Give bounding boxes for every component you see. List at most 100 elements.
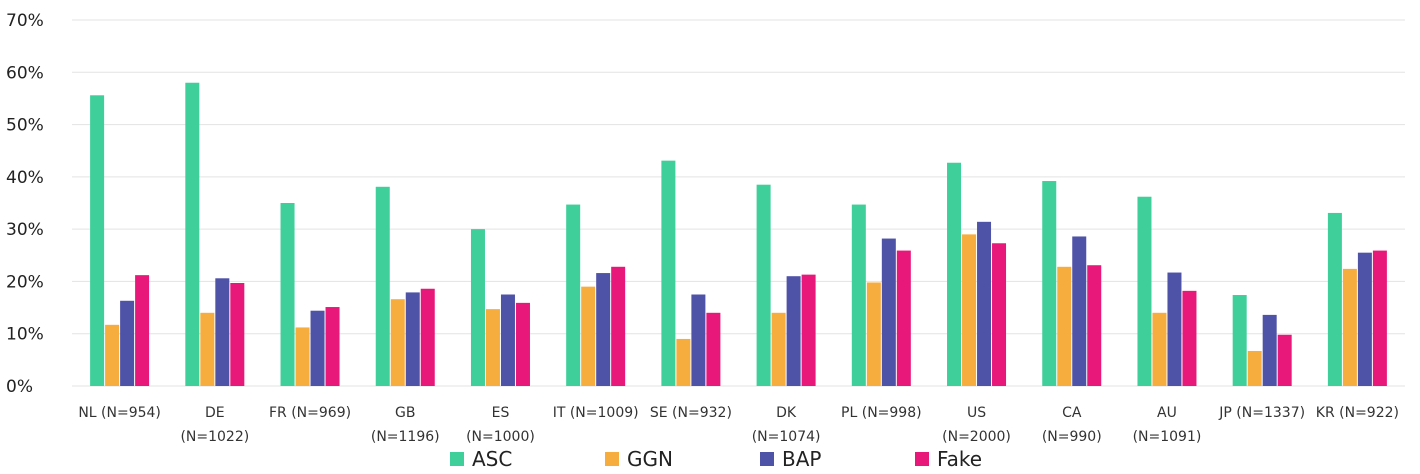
bar-fake — [135, 275, 150, 386]
bar-bap — [1262, 314, 1277, 386]
bar-ggn — [771, 312, 786, 386]
y-axis-tick-labels: 0% 10% 20% 30% 40% 50% 60% 70% — [6, 11, 44, 397]
bar-asc — [280, 203, 295, 386]
bar-bap — [310, 310, 325, 386]
bar-fake — [1087, 265, 1102, 386]
bar-asc — [661, 160, 676, 386]
bar-bap — [881, 238, 896, 386]
bar-fake — [611, 266, 626, 386]
bar-bap — [1357, 252, 1372, 386]
bar-fake — [801, 274, 816, 386]
bars — [90, 82, 1387, 386]
x-tick-label: (N=990) — [1042, 429, 1102, 445]
bar-fake — [896, 250, 911, 386]
bar-asc — [375, 186, 390, 386]
bar-ggn — [1152, 312, 1167, 386]
y-tick-label: 20% — [6, 272, 44, 292]
bar-asc — [90, 95, 105, 386]
y-tick-label: 70% — [6, 11, 44, 31]
bar-ggn — [676, 338, 691, 386]
x-tick-label: DK — [776, 405, 797, 421]
bar-bap — [405, 292, 420, 386]
x-tick-label: AU — [1157, 405, 1177, 421]
bar-fake — [325, 307, 340, 386]
bar-asc — [851, 204, 866, 386]
y-tick-label: 30% — [6, 220, 44, 240]
legend-swatch — [915, 452, 929, 466]
bar-ggn — [295, 327, 310, 386]
x-axis-tick-labels: NL (N=954) DE (N=1022) FR (N=969) GB (N=1196)… — [78, 405, 1399, 445]
legend-swatch — [605, 452, 619, 466]
bar-bap — [120, 300, 135, 386]
bar-fake — [706, 312, 721, 386]
y-tick-label: 60% — [6, 63, 44, 83]
legend-label: Fake — [937, 447, 982, 471]
bar-bap — [500, 294, 515, 386]
x-tick-label: GB — [395, 405, 415, 421]
bar-ggn — [390, 299, 405, 386]
bar-ggn — [866, 282, 881, 386]
bar-ggn — [105, 324, 120, 386]
bar-asc — [470, 229, 485, 386]
bar-bap — [596, 273, 611, 386]
bar-ggn — [200, 312, 215, 386]
bar-fake — [992, 243, 1007, 386]
x-tick-label: (N=1000) — [466, 429, 535, 445]
bar-asc — [566, 204, 581, 386]
x-tick-label: DE — [205, 405, 225, 421]
x-tick-label: JP (N=1337) — [1218, 405, 1305, 421]
bar-asc — [185, 82, 200, 386]
bar-bap — [215, 278, 230, 386]
x-tick-label: (N=1074) — [752, 429, 821, 445]
legend-swatch — [760, 452, 774, 466]
legend-label: BAP — [782, 447, 821, 471]
legend-swatch — [450, 452, 464, 466]
x-tick-label: IT (N=1009) — [553, 405, 639, 421]
bar-ggn — [485, 309, 500, 386]
bar-fake — [1182, 290, 1197, 386]
bar-bap — [1167, 272, 1182, 386]
bar-ggn — [1342, 268, 1357, 386]
x-tick-label: NL (N=954) — [78, 405, 161, 421]
y-tick-label: 40% — [6, 168, 44, 188]
bar-ggn — [1057, 266, 1072, 386]
x-tick-label: ES — [492, 405, 510, 421]
bar-asc — [1137, 196, 1152, 386]
bar-ggn — [581, 286, 596, 386]
x-tick-label: FR (N=969) — [269, 405, 351, 421]
bar-asc — [756, 184, 771, 386]
bar-asc — [947, 162, 962, 386]
x-tick-label: PL (N=998) — [841, 405, 922, 421]
bar-ggn — [1247, 350, 1262, 386]
y-tick-label: 50% — [6, 116, 44, 136]
x-tick-label: SE (N=932) — [650, 405, 732, 421]
legend-label: ASC — [472, 447, 512, 471]
bar-fake — [420, 288, 435, 386]
x-tick-label: (N=1091) — [1133, 429, 1202, 445]
bar-fake — [1372, 250, 1387, 386]
bar-bap — [977, 221, 992, 386]
bar-fake — [230, 282, 245, 386]
x-tick-label: US — [967, 405, 986, 421]
bar-bap — [786, 276, 801, 386]
bar-fake — [515, 302, 530, 386]
bar-bap — [1072, 236, 1087, 386]
x-tick-label: (N=2000) — [942, 429, 1011, 445]
x-tick-label: KR (N=922) — [1316, 405, 1399, 421]
y-tick-label: 0% — [6, 377, 33, 397]
y-tick-label: 10% — [6, 325, 44, 345]
x-tick-label: (N=1196) — [371, 429, 440, 445]
bar-asc — [1327, 212, 1342, 386]
bar-bap — [691, 294, 706, 386]
bar-ggn — [962, 234, 977, 386]
legend: ASC GGN BAP Fake — [450, 447, 982, 471]
bar-asc — [1232, 295, 1247, 386]
x-tick-label: (N=1022) — [180, 429, 249, 445]
legend-label: GGN — [627, 447, 673, 471]
bar-fake — [1277, 334, 1292, 386]
x-tick-label: CA — [1062, 405, 1082, 421]
bar-asc — [1042, 181, 1057, 386]
